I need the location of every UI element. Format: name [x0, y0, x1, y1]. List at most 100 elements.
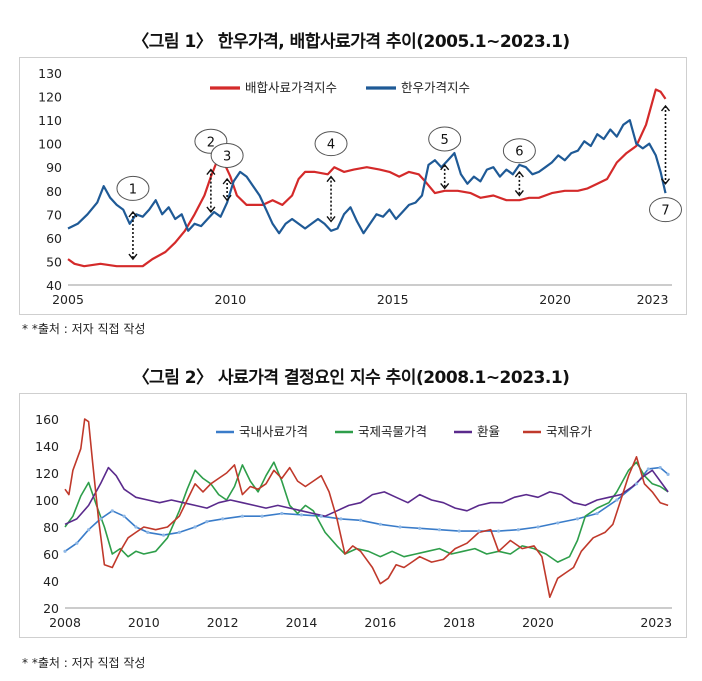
fig1-y-tick-label: 50: [46, 254, 62, 269]
fig2-series-1-point: [646, 467, 650, 471]
fig1-arrowhead: [206, 168, 216, 176]
fig1-arrowhead: [326, 215, 336, 223]
fig1-y-tick-label: 60: [46, 231, 62, 246]
fig2-series-1-point: [615, 498, 619, 502]
fig2-y-tick-label: 120: [35, 466, 59, 481]
fig2-series-1-point: [398, 525, 402, 529]
fig1-arrowhead: [222, 177, 232, 185]
fig1-annotation-circle-4: [314, 131, 348, 157]
fig2-series-1-point: [658, 466, 662, 470]
fig1-x-tick-label: 2010: [214, 292, 246, 307]
fig2-x-tick-label: 2020: [522, 615, 554, 630]
fig1-legend-label: 배합사료가격지수: [245, 80, 337, 95]
fig2-series-1-point: [634, 482, 639, 486]
fig2-series-1-point: [122, 514, 126, 518]
fig1-y-tick-label: 70: [46, 207, 62, 222]
fig1-y-tick-label: 90: [46, 160, 62, 175]
fig2-series-1-point: [177, 530, 181, 534]
fig2-series-line-3: [64, 466, 669, 526]
fig2-series-1-point: [418, 526, 422, 530]
figure1-chart: 40 50 60 70 80 90 100 110 120 130 2005 2010 2015 2020…: [38, 66, 683, 307]
fig2-y-tick-label: 160: [35, 412, 59, 427]
fig2-legend-label: 환율: [477, 424, 500, 439]
fig2-series-1-point: [110, 509, 114, 513]
fig2-series-line-2: [64, 461, 669, 563]
fig1-series-line-2: [67, 119, 667, 235]
figure2-source-note: * *출처 : 저자 직접 작성: [22, 656, 146, 670]
fig1-arrowhead: [326, 175, 336, 183]
fig1-arrowhead: [222, 194, 232, 202]
fig2-series-1-point: [146, 530, 150, 534]
fig1-y-tick-label: 80: [46, 184, 62, 199]
fig1-y-tick-label: 110: [38, 113, 62, 128]
fig2-x-tick-label: 2023: [640, 615, 672, 630]
fig2-series-1-point: [205, 520, 209, 524]
fig2-y-tick-label: 60: [43, 547, 59, 562]
fig2-series-1-point: [134, 525, 138, 529]
fig1-annotation-circle-5: [428, 126, 462, 152]
fig2-series-1-point: [221, 517, 225, 521]
figure2-title: 〈그림 2〉 사료가격 결정요인 지수 추이(2008.1~2023.1): [132, 368, 570, 388]
fig2-series-1-point: [280, 511, 284, 516]
figure1-panel: 40 50 60 70 80 90 100 110 120 130 2005 2010 2015 2020…: [19, 57, 687, 315]
fig1-arrowhead: [128, 210, 138, 218]
fig1-arrowhead: [660, 104, 671, 112]
fig2-series-1-point: [193, 525, 197, 529]
fig2-series-1-point: [536, 525, 540, 529]
fig1-annotation-label: 3: [223, 149, 231, 164]
figure2-chart: 20 40 60 80 100 120 140 160 2008 2010 2012 2014 2016…: [35, 412, 672, 630]
fig2-legend-label: 국내사료가격: [239, 424, 308, 439]
fig2-x-tick-label: 2012: [207, 615, 239, 630]
fig2-series-1-point: [319, 514, 323, 518]
fig2-x-tick-label: 2016: [364, 615, 396, 630]
fig1-x-tick-label: 2005: [52, 292, 84, 307]
fig1-annotation-label: 7: [661, 204, 669, 219]
fig2-series-1-point: [575, 517, 580, 521]
fig1-annotation-label: 5: [441, 133, 449, 148]
fig1-y-tick-label: 100: [38, 137, 62, 152]
fig1-x-tick-label: 2015: [377, 292, 409, 307]
fig1-y-tick-label: 40: [46, 278, 62, 293]
fig1-series-line-1: [67, 88, 667, 268]
fig2-x-tick-label: 2014: [286, 615, 318, 630]
fig2-series-1-point: [595, 511, 599, 516]
fig2-series-1-point: [477, 529, 481, 533]
fig1-arrowhead: [514, 170, 524, 178]
fig1-annotation-circle-1: [116, 175, 150, 201]
fig2-series-1-point: [161, 533, 166, 537]
fig1-legend-label: 한우가격지수: [401, 80, 470, 95]
fig2-y-tick-label: 100: [35, 493, 59, 508]
fig2-series-1-point: [98, 517, 103, 521]
fig2-series-line-4: [64, 418, 669, 598]
fig1-arrowhead: [440, 182, 450, 190]
fig2-series-1-point: [75, 541, 79, 545]
figure2-panel: 20 40 60 80 100 120 140 160 2008 2010 2012 2014 2016…: [19, 393, 687, 638]
figure1-title: 〈그림 1〉 한우가격, 배합사료가격 추이(2005.1~2023.1): [132, 32, 570, 52]
fig1-annotation-label: 6: [515, 145, 523, 160]
fig2-series-1-point: [457, 529, 461, 533]
fig2-x-tick-label: 2008: [49, 615, 81, 630]
fig2-y-tick-label: 40: [43, 574, 59, 589]
fig2-series-1-point: [339, 517, 343, 521]
fig2-y-tick-label: 20: [43, 601, 59, 616]
fig1-arrowhead: [514, 190, 524, 197]
fig2-legend-label: 국제유가: [546, 424, 593, 439]
fig2-series-1-point: [516, 528, 520, 532]
fig1-annotation-label: 2: [207, 135, 215, 150]
fig2-series-1-point: [299, 513, 304, 517]
figure1-source-note: * *출처 : 저자 직접 작성: [22, 322, 146, 336]
fig2-series-1-point: [87, 528, 91, 532]
fig2-series-1-point: [437, 528, 442, 532]
fig2-x-tick-label: 2018: [443, 615, 475, 630]
fig2-x-tick-label: 2010: [128, 615, 160, 630]
fig1-arrowhead: [440, 163, 450, 171]
fig1-x-tick-label: 2020: [539, 292, 571, 307]
fig1-annotation-label: 1: [129, 182, 137, 197]
fig2-series-1-point: [359, 518, 363, 522]
fig2-series-1-point: [240, 514, 244, 518]
fig1-annotation-circle-3: [210, 142, 244, 168]
fig1-annotation-circle-6: [502, 138, 536, 164]
fig2-series-1-point: [496, 529, 501, 533]
fig2-series-1-point: [63, 549, 67, 553]
fig1-arrowhead: [660, 178, 671, 185]
